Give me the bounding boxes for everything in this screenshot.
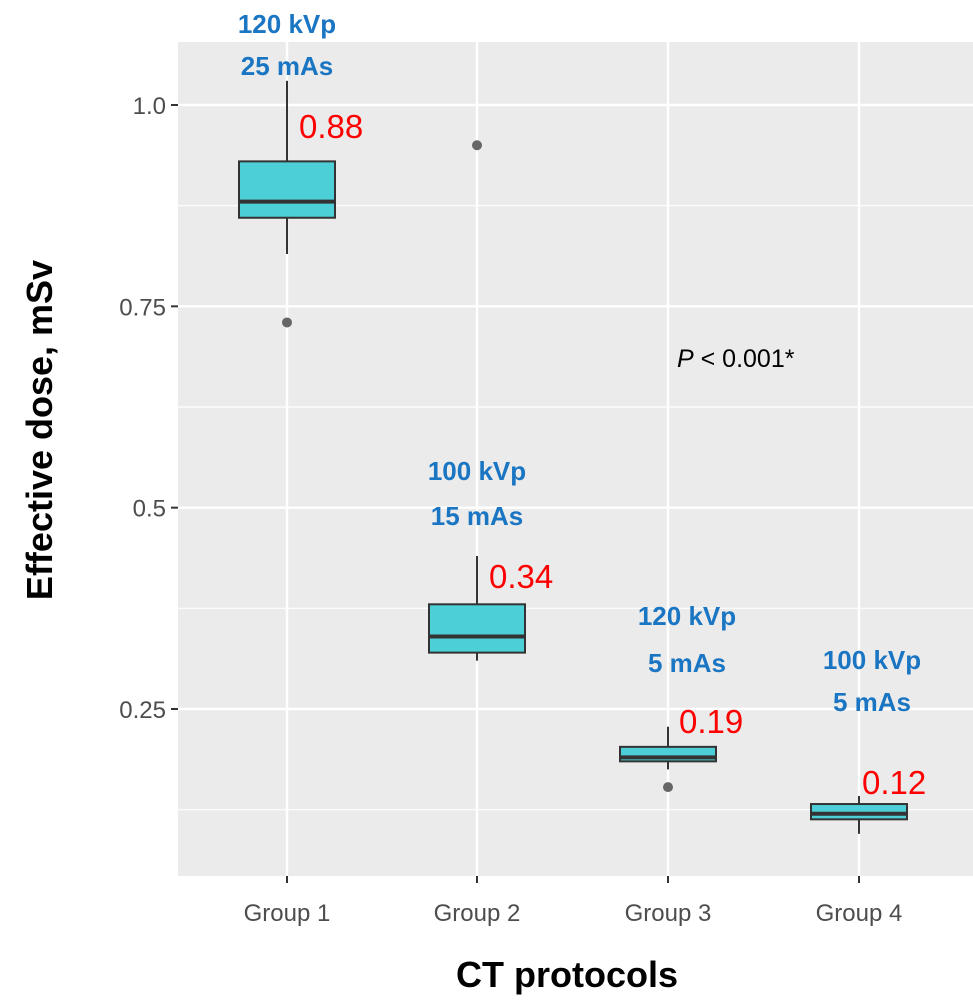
- protocol-label-kvp: 120 kVp: [238, 9, 336, 39]
- protocol-label-kvp: 120 kVp: [638, 601, 736, 631]
- y-tick-label: 0.75: [119, 294, 166, 321]
- box-group-3: [619, 726, 717, 793]
- outlier-point: [282, 317, 292, 328]
- axis-ticks: 0.25 0.5 0.75 1.0 Group 1 Group 2 Group 3 Group…: [119, 93, 902, 927]
- box-group-1: [238, 80, 336, 328]
- y-tick-label: 1.0: [133, 93, 166, 120]
- p-value-symbol: P: [677, 345, 694, 373]
- median-value-label: 0.88: [299, 108, 363, 145]
- x-tick-label: Group 1: [244, 900, 331, 927]
- x-axis-title: CT protocols: [456, 954, 678, 995]
- median-value-label: 0.34: [489, 558, 553, 595]
- median-value-label: 0.12: [862, 764, 926, 801]
- y-axis-title: Effective dose, mSv: [19, 260, 60, 600]
- protocol-label-mas: 5 mAs: [833, 687, 911, 717]
- protocol-label-mas: 5 mAs: [648, 648, 726, 678]
- x-tick-label: Group 2: [434, 900, 521, 927]
- box-body: [810, 803, 908, 821]
- x-tick-label: Group 4: [816, 900, 903, 927]
- outlier-point: [663, 782, 673, 793]
- protocol-label-kvp: 100 kVp: [428, 456, 526, 486]
- x-tick-label: Group 3: [625, 900, 712, 927]
- y-tick-label: 0.5: [133, 496, 166, 523]
- outlier-point: [472, 140, 482, 151]
- box-group-4: [810, 795, 908, 834]
- box-body: [428, 603, 526, 654]
- median-value-label: 0.19: [679, 703, 743, 740]
- y-tick-label: 0.25: [119, 697, 166, 724]
- box-body: [238, 160, 336, 219]
- p-value-annotation: P < 0.001*: [677, 345, 795, 373]
- annotations: 120 kVp 25 mAs 0.88 100 kVp 15 mAs 0.34 120 kV…: [238, 9, 926, 801]
- box-group-2: [428, 140, 526, 661]
- protocol-label-mas: 15 mAs: [431, 501, 524, 531]
- protocol-label-kvp: 100 kVp: [823, 645, 921, 675]
- protocol-label-mas: 25 mAs: [241, 51, 334, 81]
- boxes: [238, 80, 908, 834]
- p-value-text: < 0.001*: [694, 345, 795, 373]
